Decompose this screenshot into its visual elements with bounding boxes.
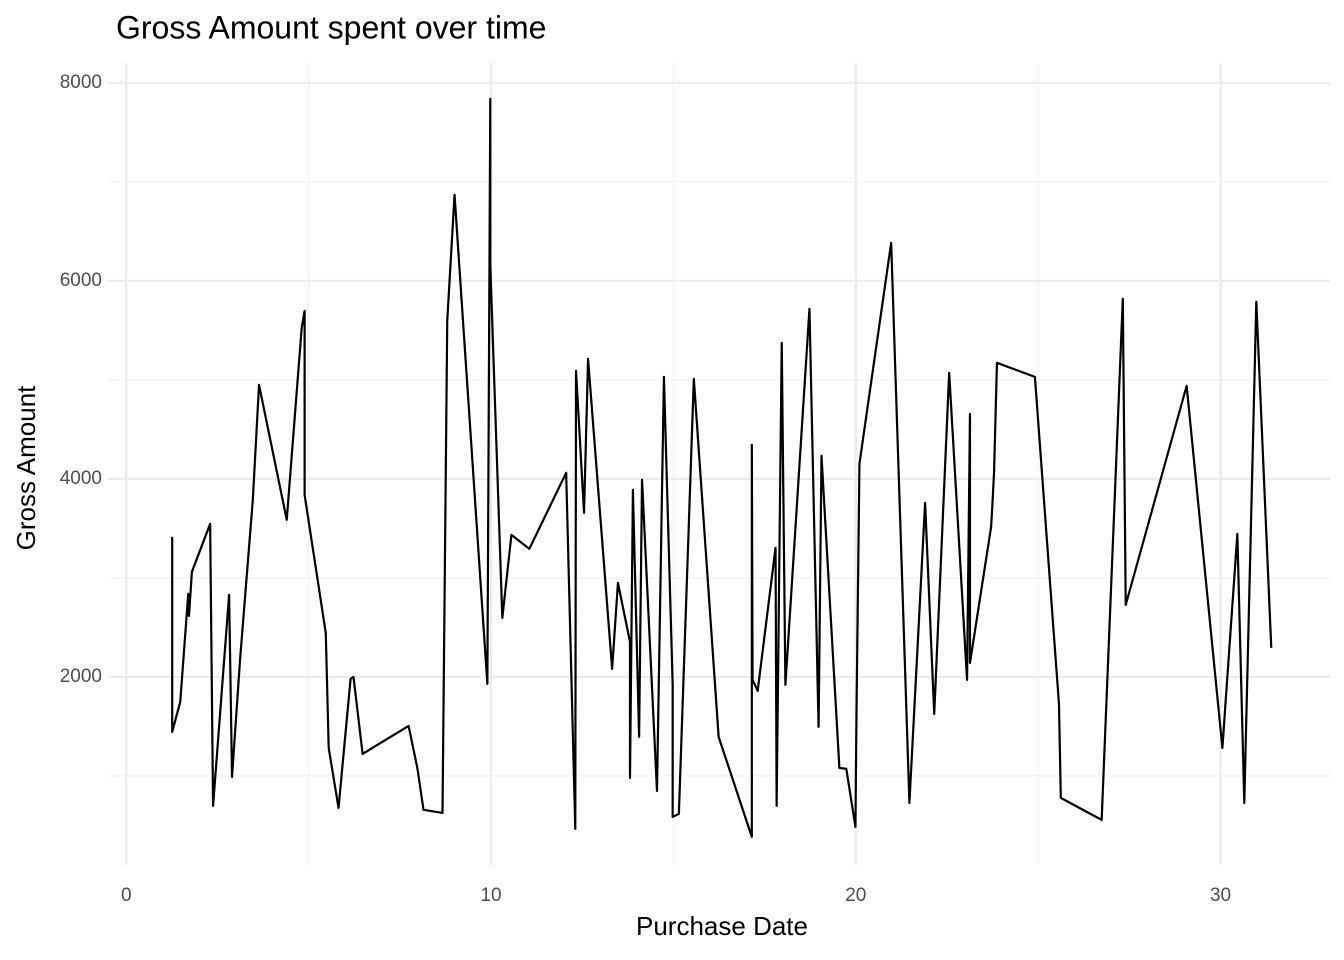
- grid: [108, 63, 1330, 865]
- data-line: [171, 97, 1273, 838]
- x-axis-title: Purchase Date: [636, 911, 808, 941]
- x-tick-label: 30: [1210, 885, 1231, 906]
- y-tick-label: 6000: [60, 270, 102, 291]
- y-tick-label: 4000: [60, 468, 102, 489]
- chart-title: Gross Amount spent over time: [116, 9, 546, 45]
- y-axis-title: Gross Amount: [11, 385, 41, 551]
- x-tick-label: 20: [845, 885, 866, 906]
- plot-area: [171, 97, 1273, 838]
- y-tick-label: 2000: [60, 666, 102, 687]
- x-tick-label: 0: [121, 885, 132, 906]
- y-tick-label: 8000: [60, 72, 102, 93]
- x-tick-label: 10: [480, 885, 501, 906]
